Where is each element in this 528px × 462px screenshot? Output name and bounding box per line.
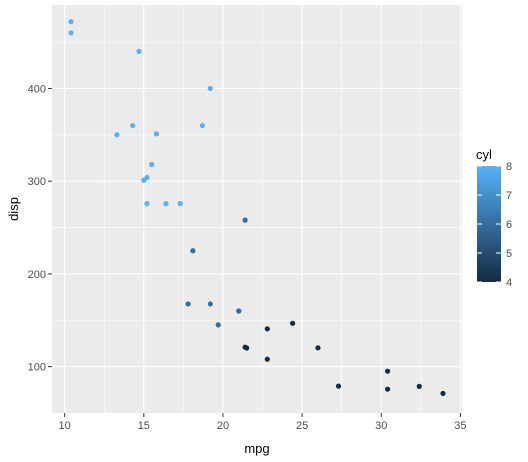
data-points (68, 19, 446, 397)
data-point (199, 122, 205, 129)
x-tick-label: 15 (138, 420, 150, 432)
data-point (68, 19, 74, 25)
y-tick-label: 100 (28, 362, 46, 374)
data-point (384, 368, 391, 374)
data-point (416, 383, 422, 389)
data-point (130, 122, 136, 129)
data-point (242, 217, 248, 223)
y-axis: 100 200 300 400 (28, 83, 52, 374)
data-point (163, 201, 169, 207)
data-point (177, 201, 183, 207)
data-point (207, 301, 213, 307)
y-tick-label: 400 (28, 83, 46, 95)
legend-title: cyl (476, 147, 492, 162)
y-axis-title: disp (6, 197, 21, 221)
data-point (207, 85, 213, 92)
data-point (335, 383, 342, 389)
data-point (141, 177, 147, 183)
grid-minor (52, 5, 462, 413)
legend-tick-label: 7 (506, 190, 512, 202)
legend: cyl 4 5 6 7 8 (476, 147, 512, 289)
data-point (264, 326, 270, 332)
data-point (242, 344, 248, 350)
x-axis-title: mpg (244, 441, 269, 456)
x-axis: 10 15 20 25 30 35 (59, 413, 467, 432)
data-point (190, 248, 196, 254)
data-point (149, 161, 155, 168)
x-tick-label: 25 (296, 420, 308, 432)
data-point (136, 48, 142, 54)
legend-ticks: 4 5 6 7 8 (477, 161, 512, 289)
data-point (236, 308, 242, 314)
grid-major (52, 5, 462, 413)
legend-tick-label: 4 (506, 277, 512, 289)
data-point (440, 390, 446, 397)
plot-panel (52, 5, 462, 413)
data-point (114, 132, 120, 138)
data-point (264, 356, 270, 362)
data-point (185, 301, 191, 307)
x-tick-label: 20 (217, 420, 229, 432)
data-point (68, 30, 74, 36)
x-tick-label: 35 (454, 420, 466, 432)
data-point (153, 131, 160, 137)
data-point (315, 345, 321, 351)
legend-tick-label: 6 (506, 219, 512, 231)
y-tick-label: 300 (28, 176, 46, 188)
legend-tick-label: 8 (506, 161, 512, 173)
y-tick-label: 200 (28, 269, 46, 281)
data-point (215, 322, 221, 328)
x-tick-label: 10 (59, 420, 71, 432)
x-tick-label: 30 (375, 420, 387, 432)
data-point (384, 386, 391, 392)
legend-tick-label: 5 (506, 248, 512, 260)
data-point (144, 201, 150, 207)
data-point (290, 320, 296, 326)
